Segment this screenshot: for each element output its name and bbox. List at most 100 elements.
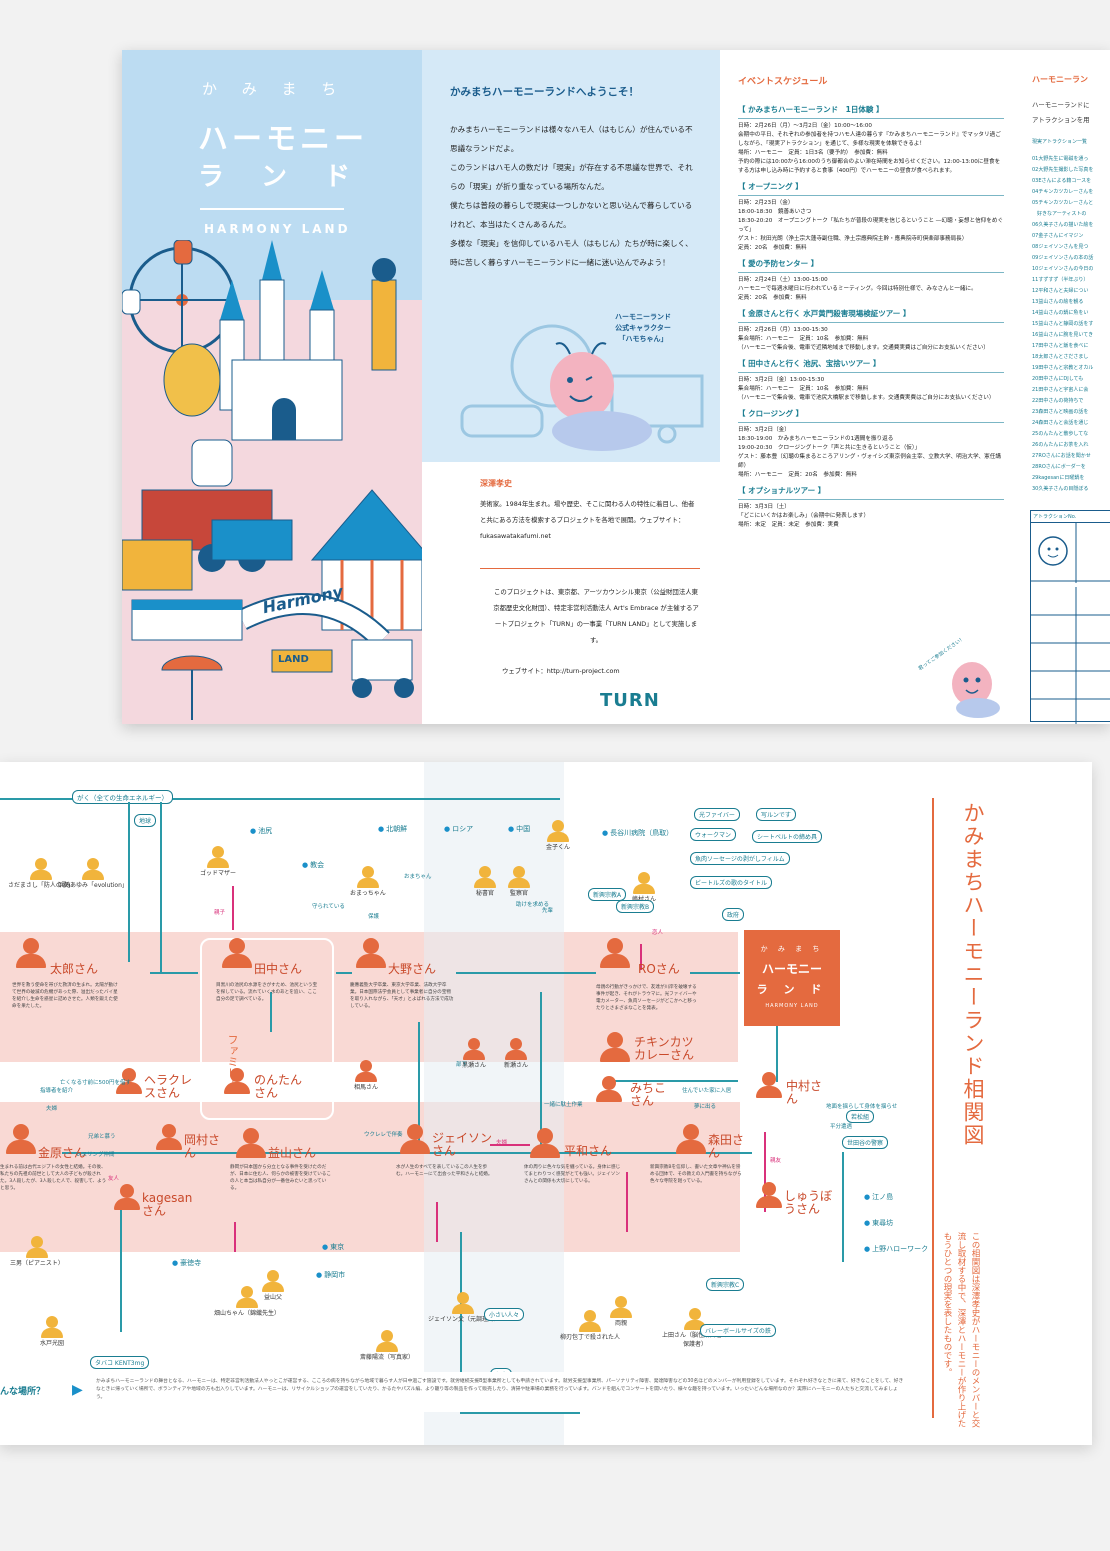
minor-person[interactable]: 相馬さん	[354, 1060, 378, 1091]
person-shubou[interactable]	[756, 1182, 782, 1208]
place-pin[interactable]: 豪徳寺	[172, 1258, 201, 1268]
person-head-icon	[762, 1182, 776, 1196]
title-rule	[932, 798, 934, 1418]
person-kanehara[interactable]	[6, 1124, 36, 1154]
person-body-icon	[600, 954, 630, 968]
place-pin[interactable]: 中国	[508, 824, 530, 834]
thing-pill[interactable]: タバコ KENT3mg	[90, 1356, 150, 1369]
place-pin[interactable]: 東尋坊	[864, 1218, 893, 1228]
person-okamura[interactable]	[156, 1124, 182, 1150]
person-head-icon	[212, 846, 224, 858]
thing-pill[interactable]: 光ファイバー	[694, 808, 740, 821]
place-pin[interactable]: ロシア	[444, 824, 473, 834]
thing-pill[interactable]: ウォークマン	[690, 828, 737, 841]
minor-person[interactable]: 柳刃包丁で殺された人	[560, 1310, 620, 1341]
minor-person[interactable]: さだまさし「防人の歌」	[8, 858, 74, 889]
minor-person[interactable]: 嶋村さん	[632, 872, 656, 903]
place-pin[interactable]: 上野ハローワーク	[864, 1244, 928, 1254]
person-head-icon	[230, 1068, 244, 1082]
person-morita[interactable]	[676, 1124, 706, 1154]
thing-pill[interactable]: ビートルズの歌のタイトル	[690, 876, 773, 889]
place-pin[interactable]: 地球	[134, 814, 157, 827]
thing-pill[interactable]: シートベルトの締め具	[752, 830, 823, 843]
minor-person[interactable]: おまっちゃん	[350, 866, 386, 897]
minor-person[interactable]: 黒瀬さん	[462, 1038, 486, 1069]
thing-pill[interactable]: 小さい人々	[484, 1308, 525, 1321]
person-ono[interactable]	[356, 938, 386, 968]
person-jason[interactable]	[400, 1124, 430, 1154]
person-nakamura[interactable]	[756, 1072, 782, 1098]
place-pin[interactable]: 若松組	[846, 1110, 875, 1123]
schedule-event-line: （ハーモニーで集合後、電車で池尻大橋駅まで移動します。交通費実費はご自分にお支払…	[738, 395, 995, 401]
attractions-list: 01大野先生に電磁を通っ 02大野先生撮影した写真を 03Eさんによる籍コースを 04…	[1032, 154, 1110, 495]
relation-label: 亡くなる寸前に500円を借す	[60, 1080, 131, 1086]
person-body-icon	[355, 1072, 377, 1082]
minor-person[interactable]: ゴッドマザー	[200, 846, 236, 877]
minor-person-name: ゴッドマザー	[200, 870, 237, 877]
schedule-event-line: 定員：20名 参加費：無料	[738, 295, 807, 301]
connector	[150, 972, 198, 974]
project-statement: このプロジェクトは、東京都、アーツカウンシル東京（公益財団法人東京都歴史文化財団…	[493, 588, 699, 644]
person-masuyama[interactable]	[236, 1128, 266, 1158]
artist-panel: 深澤孝史 美術家。1984年生まれ。場や歴史、そこに関わる人の特性に着目し、他者…	[422, 462, 720, 724]
person-nontan[interactable]	[224, 1068, 250, 1094]
relation-label: 平分遭遇	[830, 1124, 853, 1130]
minor-person[interactable]: ジェイソン父（元調理師）	[428, 1292, 500, 1323]
thing-pill[interactable]: 新興宗教B	[616, 900, 655, 913]
person-ro[interactable]	[600, 938, 630, 968]
person-head-icon	[468, 1038, 480, 1050]
person-heiwa[interactable]	[530, 1128, 560, 1158]
person-kagesan[interactable]	[114, 1184, 140, 1210]
minor-person[interactable]: 両親	[610, 1296, 632, 1327]
minor-person[interactable]: 三男（ピアニスト）	[10, 1236, 64, 1267]
place-pin[interactable]: 池尻	[250, 826, 272, 836]
thing-pill[interactable]: 魚肉ソーセージの剥がしフィルム	[690, 852, 790, 865]
minor-person[interactable]: 金子くん	[546, 820, 570, 851]
connector	[270, 992, 272, 1032]
minor-person[interactable]: 上田さん（脳性麻痺者の保護者）	[660, 1308, 730, 1348]
place-pin[interactable]: 長谷川病院（鳥取）	[602, 828, 673, 838]
person-body-icon	[356, 878, 379, 888]
place-pin[interactable]: 静岡市	[316, 1270, 345, 1280]
person-body-icon	[236, 1298, 258, 1308]
person-body-icon	[262, 1282, 284, 1292]
minor-person[interactable]: 水戸光圀	[40, 1316, 64, 1347]
person-tanaka[interactable]	[222, 938, 252, 968]
schedule-event-line: 会期中の平日、それぞれの参加者を持つハモ人達の暮らす『かみまちハーモニーランド』…	[738, 132, 1001, 147]
person-michiko[interactable]	[596, 1076, 622, 1102]
schedule-event-line: ハーモニーで毎週水曜日に行われているミーティング。今回は特別仕様で、みなさんと一…	[738, 286, 977, 292]
place-pin[interactable]: 世田谷の警察	[842, 1136, 889, 1149]
person-head-icon	[363, 938, 379, 954]
person-chicken-katsu-curry[interactable]	[600, 1032, 630, 1062]
minor-person-name: 両親	[614, 1320, 627, 1327]
mascot-small-icon	[952, 662, 1000, 718]
place-pin[interactable]: 北朝鮮	[378, 824, 407, 834]
person-desc-kanehara: 生まれる前は古代エジプトの女性と結婚。その後、私たちの先祖の前世として大人の子ど…	[0, 1165, 107, 1191]
minor-person[interactable]: 新瀬さん	[504, 1038, 528, 1069]
place-pin[interactable]: 東京	[322, 1242, 344, 1252]
person-heracles[interactable]	[116, 1068, 142, 1094]
minor-person[interactable]: 浜崎あゆみ「evolution」	[58, 858, 128, 889]
thing-pill[interactable]: 写ルンです	[756, 808, 796, 821]
intro-paragraph: 僕たちは普段の暮らしで現実は一つしかないと思い込んで暮らしているけれど、本当はた…	[450, 201, 693, 229]
schedule-event-line: 18:30-19:00 かみまちハーモニーランドの1週間を振り返る	[738, 436, 894, 442]
person-taro[interactable]	[16, 938, 46, 968]
minor-person-name: 黒瀬さん	[462, 1062, 487, 1069]
place-pin[interactable]: 教会	[302, 860, 324, 870]
relation-label: 指導者を紹介	[40, 1088, 74, 1094]
attraction-item: 26のんたんにお茶を入れ	[1032, 442, 1089, 448]
minor-person[interactable]: 畑山ちゃん（錦織先生）	[214, 1286, 280, 1317]
thing-pill[interactable]: 政府	[722, 908, 745, 921]
place-pin[interactable]: 江ノ島	[864, 1192, 893, 1202]
person-name-morita: 森田さん	[708, 1133, 745, 1160]
project-website[interactable]: ウェブサイト：http://turn-project.com	[502, 667, 620, 675]
minor-person[interactable]: 斎藤陽流（写真家）	[360, 1330, 414, 1361]
minor-person[interactable]: 秘書官	[474, 866, 496, 897]
person-desc-jason: 水が人生のすべてを表しているこの人生を歩む。ハーモニーにて出会った平和さんと結婚…	[396, 1165, 493, 1177]
thing-pill[interactable]: 新興宗教C	[706, 1278, 745, 1291]
minor-person[interactable]: 監察官	[508, 866, 530, 897]
minor-person[interactable]: 益山父	[262, 1270, 284, 1301]
stamp-mascot-icon	[1031, 523, 1110, 583]
thing-pill[interactable]: 新興宗教A	[588, 888, 627, 901]
thing-pill[interactable]: バレーボールサイズの鉄	[700, 1324, 776, 1337]
